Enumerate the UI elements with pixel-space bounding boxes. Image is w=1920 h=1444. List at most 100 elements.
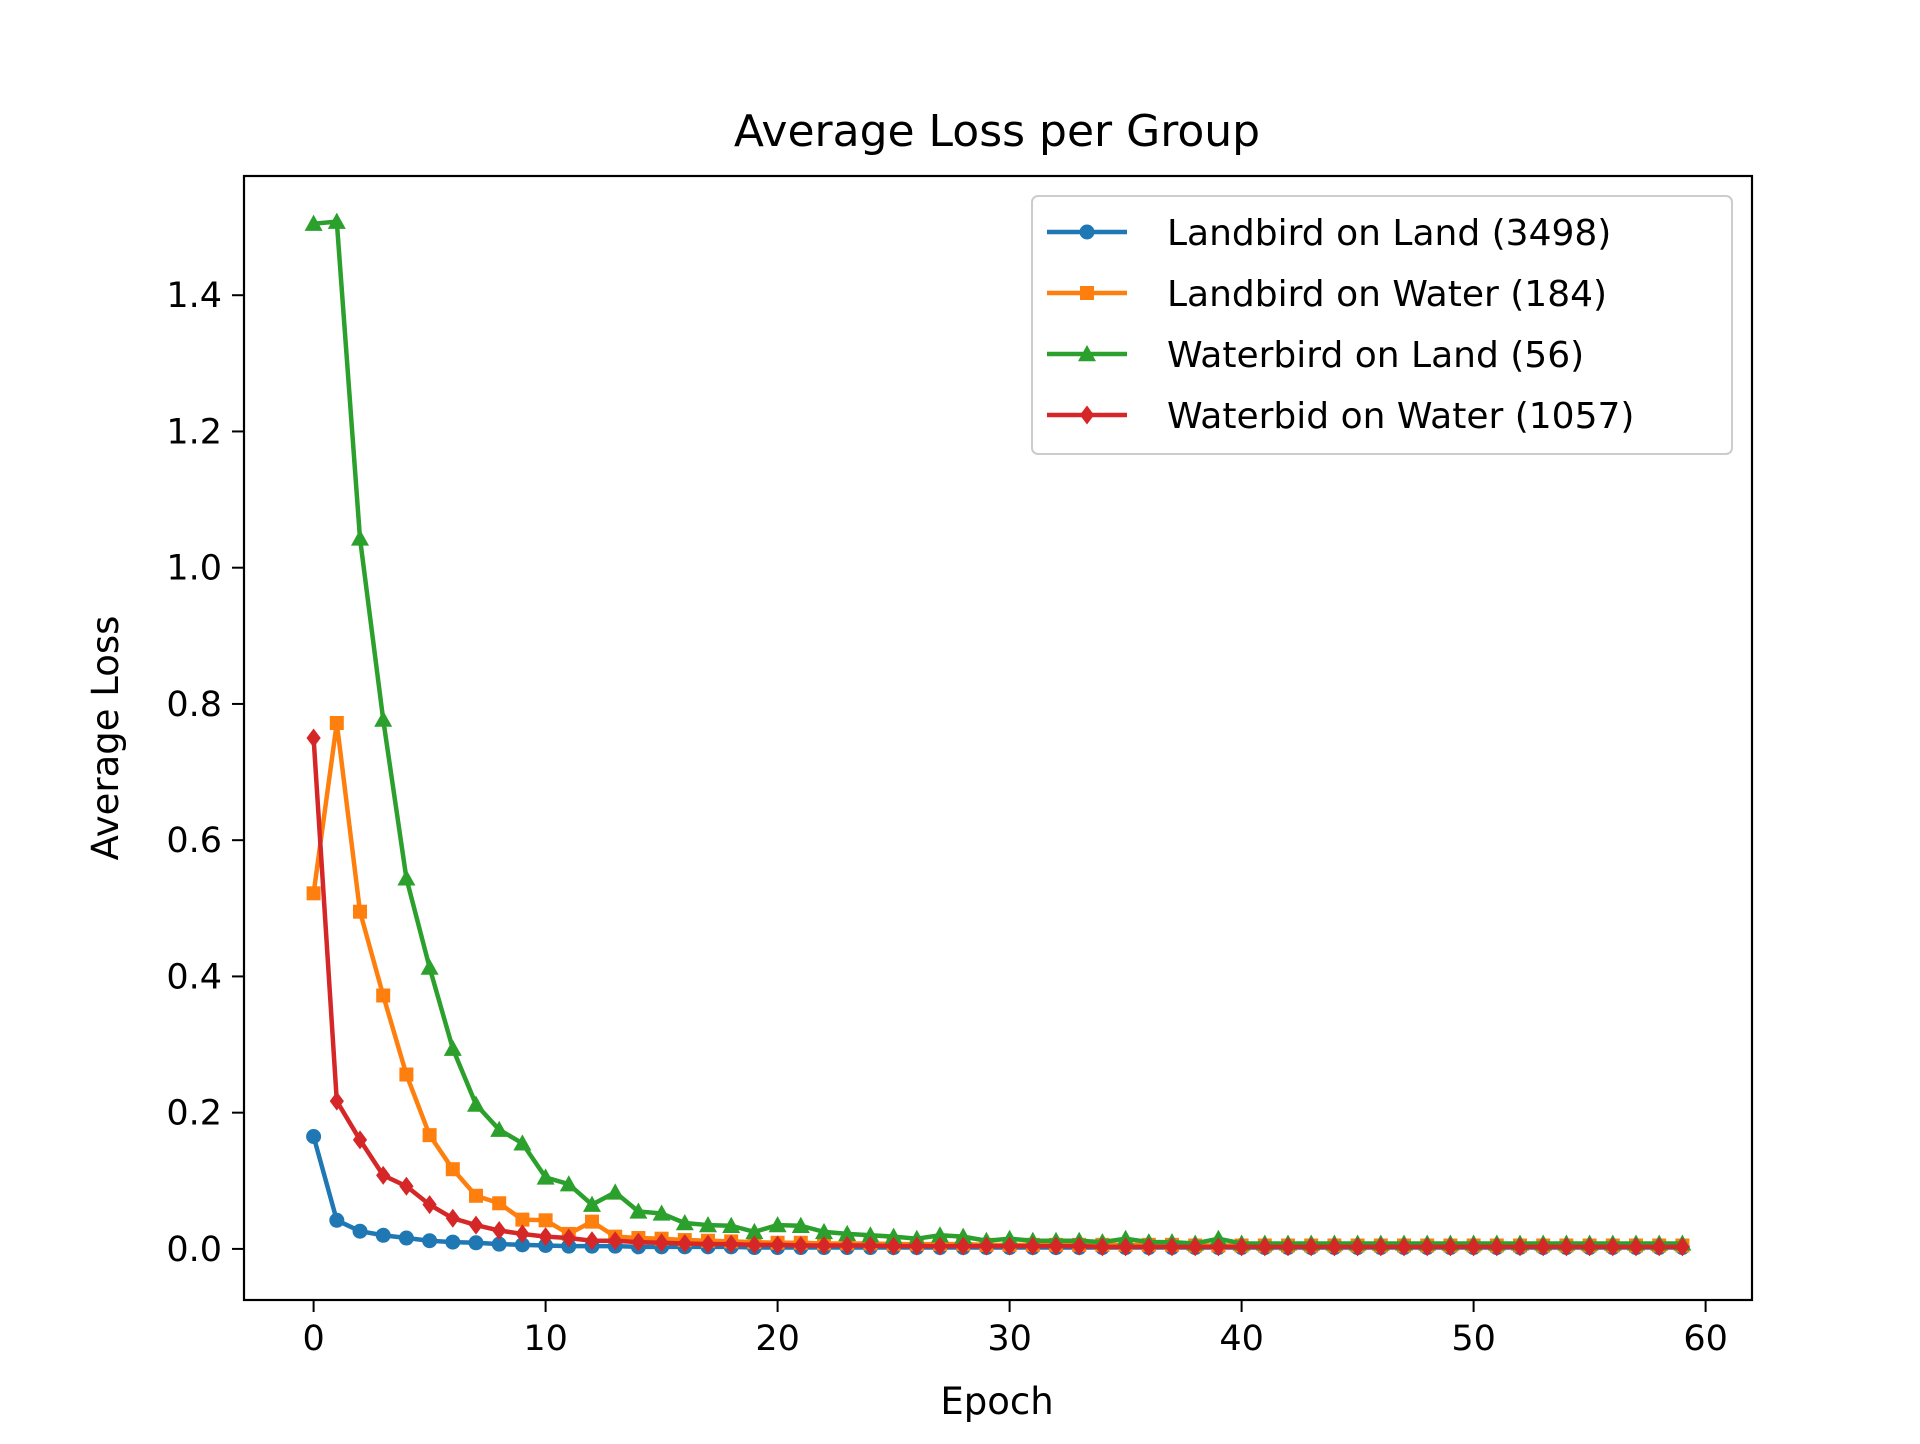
data-point	[770, 1235, 785, 1255]
legend-swatch-marker	[1078, 345, 1096, 362]
chart-title: Average Loss per Group	[734, 106, 1260, 157]
data-point	[561, 1228, 576, 1248]
legend-swatch-marker	[1079, 224, 1095, 240]
data-point	[492, 1221, 507, 1241]
data-point	[585, 1214, 599, 1229]
data-point	[724, 1234, 739, 1254]
data-point	[1257, 1237, 1272, 1257]
data-point	[700, 1234, 716, 1254]
data-point	[443, 1039, 462, 1056]
data-point	[306, 1129, 322, 1145]
data-point	[654, 1233, 669, 1253]
data-point	[490, 1120, 509, 1137]
data-point	[445, 1208, 460, 1228]
data-point	[1141, 1237, 1156, 1257]
data-point	[559, 1175, 578, 1192]
legend-item-2: Landbird on Water (184)	[1047, 274, 1607, 315]
series-4	[306, 728, 1690, 1257]
data-point	[747, 1235, 762, 1255]
legend-swatch-marker	[1080, 286, 1094, 300]
data-point	[583, 1195, 601, 1212]
data-point	[306, 886, 321, 901]
data-point	[399, 1176, 414, 1196]
y-tick-label: 1.4	[166, 276, 222, 316]
data-point	[1652, 1237, 1667, 1257]
data-point	[375, 1227, 391, 1243]
data-point	[306, 728, 321, 748]
legend-box	[1031, 195, 1733, 455]
data-point	[397, 869, 416, 886]
data-point	[468, 1215, 484, 1235]
data-point	[1048, 1236, 1064, 1256]
data-point	[445, 1234, 461, 1250]
data-point	[491, 1236, 507, 1252]
x-tick-label: 50	[1451, 1319, 1496, 1359]
legend-label: Waterbid on Water (1057)	[1167, 396, 1634, 437]
data-point	[931, 1226, 949, 1243]
data-point	[1443, 1237, 1458, 1257]
data-point	[469, 1188, 483, 1203]
y-tick-label: 0.2	[166, 1094, 222, 1134]
data-point	[1188, 1237, 1203, 1257]
data-point	[513, 1134, 532, 1151]
x-tick-label: 0	[302, 1319, 324, 1359]
legend-label: Waterbird on Land (56)	[1167, 335, 1584, 376]
data-point	[1280, 1237, 1296, 1257]
legend-label: Landbird on Land (3498)	[1167, 213, 1611, 254]
data-point	[722, 1216, 741, 1233]
data-point	[1373, 1237, 1388, 1257]
data-point	[768, 1216, 787, 1233]
data-point	[1327, 1237, 1342, 1257]
data-point	[304, 214, 323, 231]
y-tick-label: 0.0	[166, 1230, 222, 1270]
data-point	[352, 1130, 368, 1150]
data-point	[1211, 1237, 1226, 1257]
data-point	[1072, 1236, 1087, 1256]
data-point	[353, 904, 367, 919]
data-point	[1466, 1237, 1481, 1257]
data-point	[515, 1212, 530, 1227]
legend-swatch-marker	[1079, 405, 1095, 425]
data-point	[631, 1232, 646, 1252]
data-point	[1118, 1237, 1133, 1257]
data-point	[884, 1227, 903, 1244]
data-point	[1164, 1237, 1180, 1257]
data-point	[1512, 1237, 1528, 1257]
data-point	[376, 988, 391, 1003]
legend-item-4: Waterbid on Water (1057)	[1047, 396, 1634, 437]
legend-label: Landbird on Water (184)	[1167, 274, 1607, 315]
data-point	[1536, 1237, 1551, 1257]
data-point	[1420, 1237, 1435, 1257]
x-tick-label: 60	[1683, 1319, 1728, 1359]
data-point	[979, 1236, 994, 1256]
data-point	[791, 1216, 810, 1233]
data-point	[1605, 1237, 1620, 1257]
data-point	[816, 1236, 832, 1256]
y-tick-label: 0.4	[166, 957, 222, 997]
data-point	[329, 1212, 345, 1228]
y-tick-label: 0.6	[166, 821, 222, 861]
x-tick-label: 20	[755, 1319, 800, 1359]
data-point	[468, 1235, 484, 1251]
data-point	[422, 1195, 437, 1215]
legend-item-1: Landbird on Land (3498)	[1047, 213, 1611, 254]
data-point	[1234, 1237, 1249, 1257]
y-tick-label: 0.8	[166, 685, 222, 725]
data-point	[492, 1196, 507, 1211]
data-point	[1675, 1237, 1690, 1257]
data-point	[956, 1236, 971, 1256]
data-point	[745, 1222, 764, 1240]
y-axis-label: Average Loss	[84, 616, 127, 861]
y-tick-label: 1.2	[166, 412, 222, 452]
data-point	[398, 1230, 414, 1246]
legend-item-3: Waterbird on Land (56)	[1047, 335, 1584, 376]
data-point	[536, 1168, 555, 1185]
data-point	[538, 1227, 553, 1247]
data-point	[886, 1236, 901, 1256]
data-point	[422, 1128, 437, 1143]
data-point	[1396, 1237, 1412, 1257]
data-point	[422, 1233, 438, 1249]
data-point	[932, 1236, 948, 1256]
